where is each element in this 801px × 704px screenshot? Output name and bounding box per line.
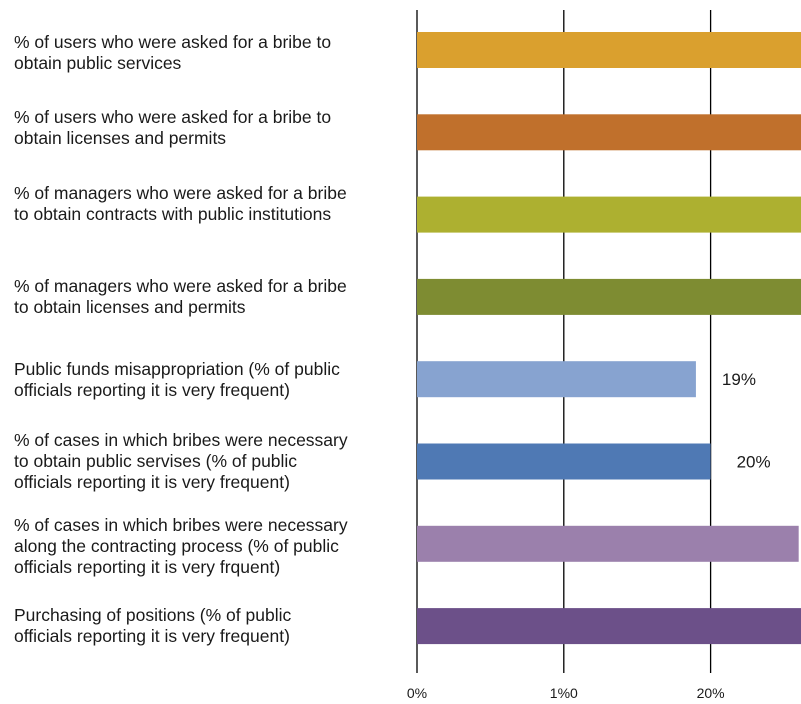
bar-6 bbox=[417, 525, 799, 562]
category-label-5: % of cases in which bribes were necessar… bbox=[14, 430, 348, 492]
tick-label-2: 20% bbox=[697, 685, 725, 701]
bar-4 bbox=[417, 361, 696, 398]
value-labels: 38%39%33%36%19%20%26%27% bbox=[722, 370, 771, 472]
category-label-1: % of users who were asked for a bribe to… bbox=[14, 107, 332, 148]
tick-label-0: 0% bbox=[407, 685, 427, 701]
category-label-0: % of users who were asked for a bribe to… bbox=[14, 32, 332, 73]
value-label-5: 20% bbox=[737, 453, 771, 472]
bar-7 bbox=[417, 608, 801, 645]
bar-0 bbox=[417, 32, 801, 68]
bars bbox=[417, 32, 801, 645]
bar-3 bbox=[417, 278, 801, 315]
x-axis-ticks: 0%1%020%30%40%50% bbox=[407, 685, 725, 701]
category-label-4: Public funds misappropriation (% of publ… bbox=[14, 359, 340, 400]
category-label-2: % of managers who were asked for a bribe… bbox=[14, 183, 347, 224]
bar-1 bbox=[417, 114, 801, 151]
tick-label-1: 1%0 bbox=[550, 685, 578, 701]
bar-2 bbox=[417, 196, 801, 233]
bar-5 bbox=[417, 443, 711, 480]
value-label-4: 19% bbox=[722, 370, 756, 389]
category-label-3: % of managers who were asked for a bribe… bbox=[14, 276, 347, 317]
grid-lines bbox=[416, 10, 712, 673]
category-label-7: Purchasing of positions (% of public off… bbox=[14, 605, 292, 646]
category-label-6: % of cases in which bribes were necessar… bbox=[14, 515, 348, 577]
